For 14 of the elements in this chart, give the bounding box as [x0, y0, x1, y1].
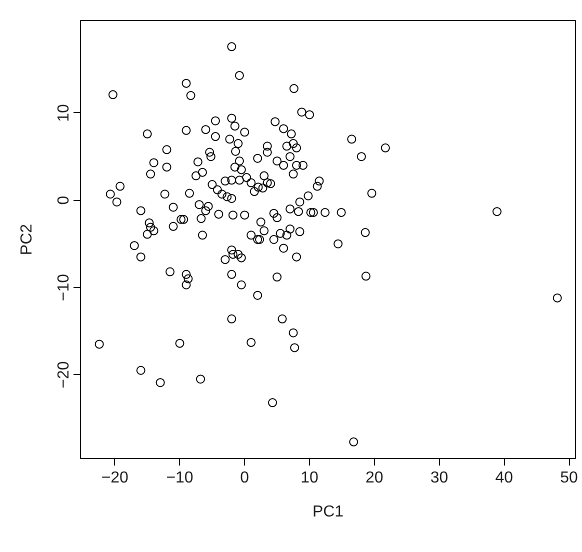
x-tick-label: 50 [560, 470, 578, 486]
x-tick-label: 10 [300, 470, 319, 486]
x-tick-label: 40 [495, 470, 514, 486]
x-tick-label: 0 [240, 470, 250, 486]
x-tick-label: −10 [166, 470, 194, 486]
x-tick-label: −20 [101, 470, 129, 486]
x-tick-label: 30 [430, 470, 448, 486]
x-axis-title: PC1 [312, 504, 344, 520]
y-tick-label: −20 [56, 361, 72, 388]
y-axis-title: PC2 [18, 224, 36, 256]
y-tick-label: −10 [56, 274, 72, 302]
x-tick-label: 20 [365, 470, 384, 486]
y-tick-label: 10 [56, 104, 72, 122]
y-tick-label: 0 [56, 196, 72, 205]
